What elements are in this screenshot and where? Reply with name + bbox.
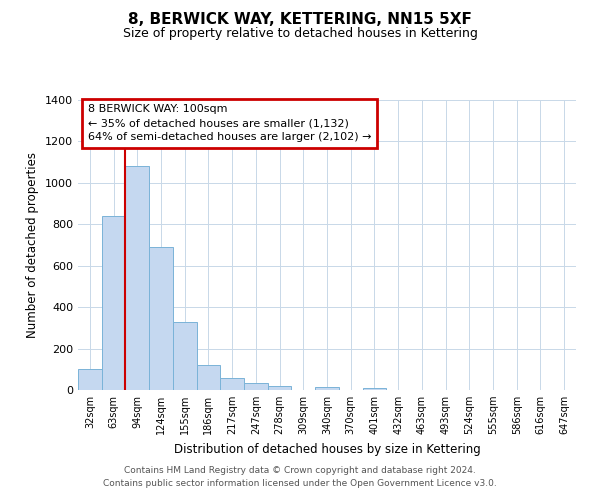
Y-axis label: Number of detached properties: Number of detached properties (26, 152, 40, 338)
Bar (125, 166, 149, 390)
Text: 8 BERWICK WAY: 100sqm
← 35% of detached houses are smaller (1,132)
64% of semi-d: 8 BERWICK WAY: 100sqm ← 35% of detached … (88, 104, 371, 142)
Bar (220, 378, 244, 390)
Text: Size of property relative to detached houses in Kettering: Size of property relative to detached ho… (122, 28, 478, 40)
Bar (197, 365, 220, 390)
Bar (173, 322, 197, 390)
Bar (315, 387, 339, 390)
Bar (244, 383, 268, 390)
Bar (362, 388, 386, 390)
Text: 8, BERWICK WAY, KETTERING, NN15 5XF: 8, BERWICK WAY, KETTERING, NN15 5XF (128, 12, 472, 28)
Bar (78, 370, 102, 390)
Text: Contains HM Land Registry data © Crown copyright and database right 2024.
Contai: Contains HM Land Registry data © Crown c… (103, 466, 497, 487)
Bar (102, 216, 125, 390)
Bar (149, 247, 173, 390)
X-axis label: Distribution of detached houses by size in Kettering: Distribution of detached houses by size … (173, 442, 481, 456)
Bar (268, 386, 292, 390)
